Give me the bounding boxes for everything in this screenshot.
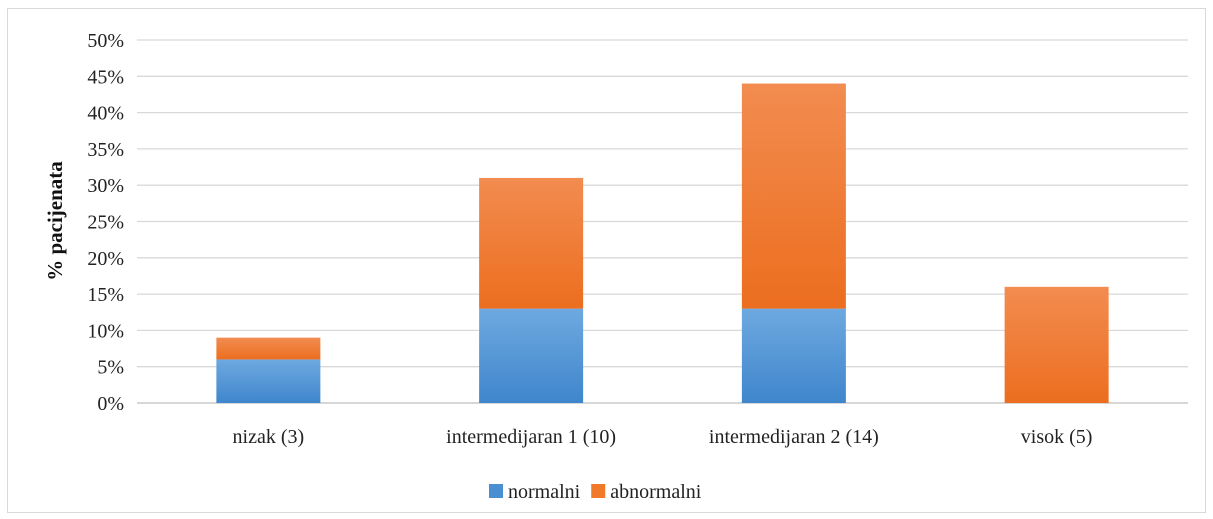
bar-abnormalni xyxy=(216,337,321,360)
legend-label-abnormalni: abnormalni xyxy=(610,481,702,503)
y-tick-label: 20% xyxy=(87,248,124,270)
legend-label-normalni: normalni xyxy=(508,481,581,503)
bar-abnormalni xyxy=(741,83,846,309)
y-tick-label: 0% xyxy=(97,393,124,415)
x-tick-label: visok (5) xyxy=(1021,426,1093,448)
legend-swatch-abnormalni xyxy=(591,484,606,498)
x-tick-label: nizak (3) xyxy=(233,426,305,448)
x-tick-label: intermedijaran 1 (10) xyxy=(446,426,616,448)
y-tick-label: 15% xyxy=(87,284,124,306)
legend: normalni abnormalni xyxy=(489,481,702,503)
y-tick-label: 40% xyxy=(87,103,124,125)
legend-swatch-normalni xyxy=(489,484,503,498)
y-axis-ticks: 0% 5% 10% 15% 20% 25% 30% 35% 40% 45% 50% xyxy=(87,30,124,415)
y-tick-label: 10% xyxy=(87,320,124,342)
bar-normalni xyxy=(479,308,584,403)
x-axis-labels: nizak (3) intermedijaran 1 (10) intermedij… xyxy=(233,426,1093,448)
y-tick-label: 45% xyxy=(87,66,124,88)
bar-abnormalni xyxy=(479,177,584,309)
bar-abnormalni xyxy=(1004,286,1109,403)
y-axis-title: % pacijenata xyxy=(43,161,67,281)
bar-normalni xyxy=(741,308,846,403)
x-tick-label: intermedijaran 2 (14) xyxy=(709,426,879,448)
y-tick-label: 35% xyxy=(87,139,124,161)
y-tick-label: 30% xyxy=(87,175,124,197)
y-tick-label: 50% xyxy=(87,30,124,52)
chart-frame xyxy=(7,8,1206,513)
bar-normalni xyxy=(216,359,321,403)
y-tick-label: 5% xyxy=(97,357,124,379)
bars xyxy=(216,83,1109,403)
y-tick-label: 25% xyxy=(87,212,124,234)
